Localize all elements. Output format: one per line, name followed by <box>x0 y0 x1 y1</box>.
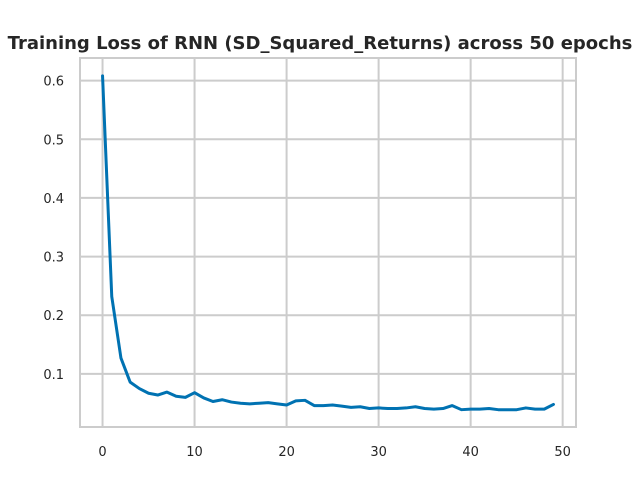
series-layer <box>101 74 555 412</box>
x-tick-label: 40 <box>462 445 479 460</box>
y-tick-label: 0.4 <box>43 192 64 207</box>
x-tick-label: 50 <box>554 445 571 460</box>
y-tick-label: 0.6 <box>43 75 64 90</box>
x-tick-label: 20 <box>278 445 295 460</box>
y-tick-label: 0.2 <box>43 309 64 324</box>
plot-frame <box>79 57 577 428</box>
x-tick-label: 10 <box>186 445 203 460</box>
x-tick-label: 0 <box>98 445 106 460</box>
chart-title: Training Loss of RNN (SD_Squared_Returns… <box>8 33 633 54</box>
y-tick-label: 0.3 <box>43 251 64 266</box>
tick-label-layer: 0 10 20 30 40 50 0.1 0.2 0.3 0.4 0.5 0.6 <box>43 75 571 460</box>
loss-series-line <box>101 74 555 412</box>
x-tick-label: 30 <box>370 445 387 460</box>
y-tick-label: 0.5 <box>43 133 64 148</box>
y-tick-label: 0.1 <box>43 368 64 383</box>
grid-layer <box>80 58 576 427</box>
